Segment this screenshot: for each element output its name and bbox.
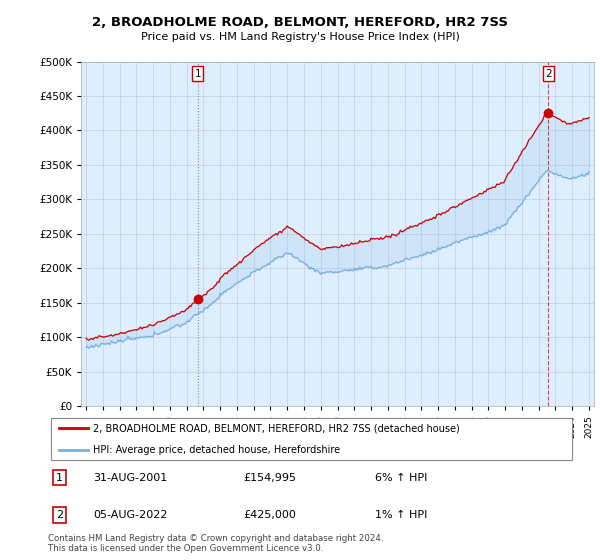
- Text: HPI: Average price, detached house, Herefordshire: HPI: Average price, detached house, Here…: [93, 445, 340, 455]
- Text: 31-AUG-2001: 31-AUG-2001: [93, 473, 167, 483]
- Text: 2: 2: [56, 510, 63, 520]
- Text: 2, BROADHOLME ROAD, BELMONT, HEREFORD, HR2 7SS: 2, BROADHOLME ROAD, BELMONT, HEREFORD, H…: [92, 16, 508, 29]
- Text: 1% ↑ HPI: 1% ↑ HPI: [376, 510, 428, 520]
- Text: 2, BROADHOLME ROAD, BELMONT, HEREFORD, HR2 7SS (detached house): 2, BROADHOLME ROAD, BELMONT, HEREFORD, H…: [93, 423, 460, 433]
- Text: 2: 2: [545, 69, 552, 78]
- Text: Contains HM Land Registry data © Crown copyright and database right 2024.
This d: Contains HM Land Registry data © Crown c…: [48, 534, 383, 553]
- Text: Price paid vs. HM Land Registry's House Price Index (HPI): Price paid vs. HM Land Registry's House …: [140, 32, 460, 43]
- Text: £154,995: £154,995: [244, 473, 296, 483]
- Text: 1: 1: [194, 69, 201, 78]
- Text: 05-AUG-2022: 05-AUG-2022: [93, 510, 167, 520]
- Text: 1: 1: [56, 473, 63, 483]
- Text: 6% ↑ HPI: 6% ↑ HPI: [376, 473, 428, 483]
- FancyBboxPatch shape: [50, 418, 572, 460]
- Text: £425,000: £425,000: [244, 510, 296, 520]
